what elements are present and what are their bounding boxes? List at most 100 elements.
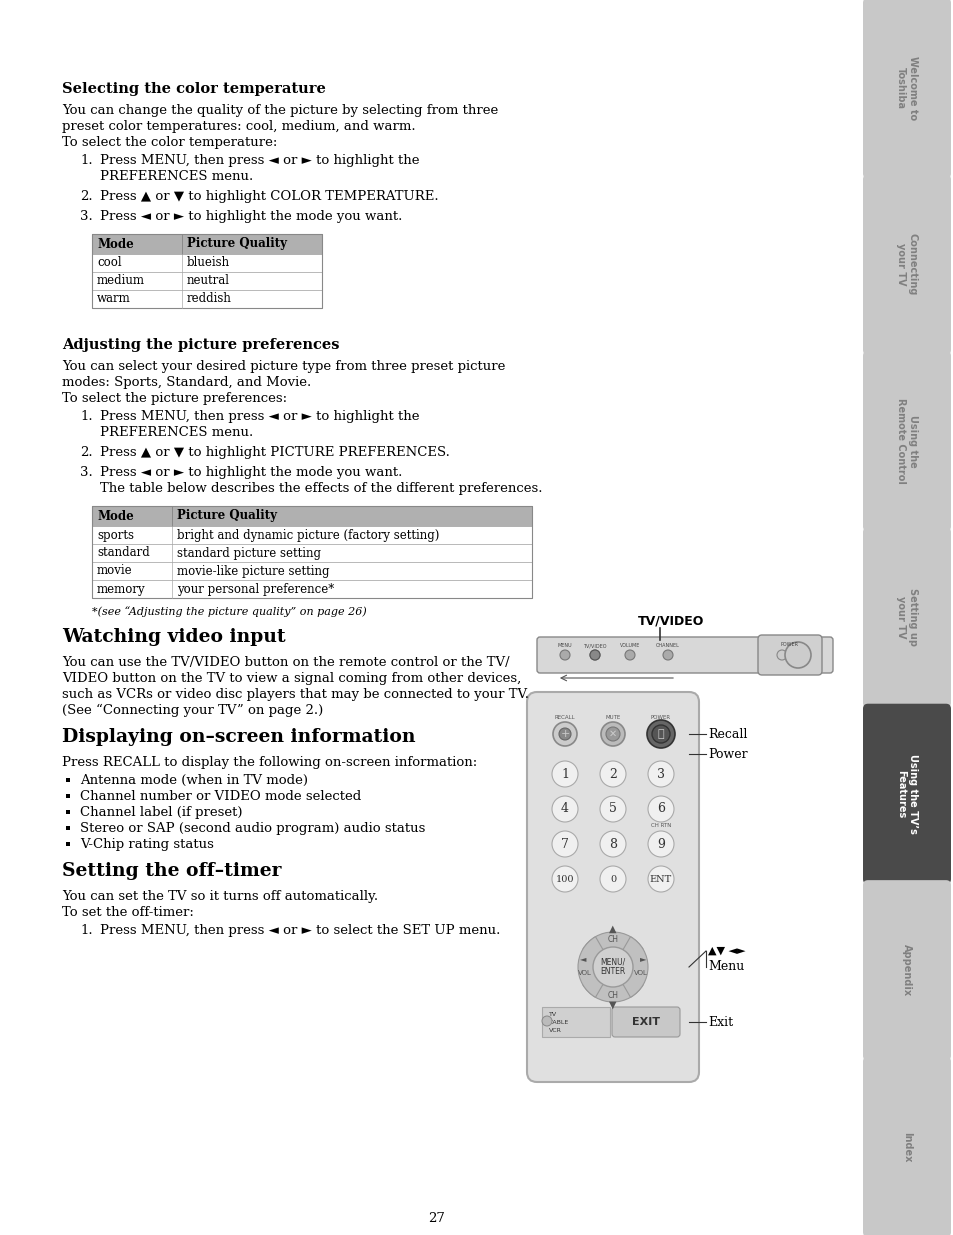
Text: EXIT: EXIT: [631, 1016, 659, 1028]
Text: Press MENU, then press ◄ or ► to highlight the: Press MENU, then press ◄ or ► to highlig…: [100, 410, 419, 424]
Text: bright and dynamic picture (factory setting): bright and dynamic picture (factory sett…: [177, 529, 439, 541]
Text: memory: memory: [97, 583, 146, 595]
Text: Press RECALL to display the following on-screen information:: Press RECALL to display the following on…: [62, 756, 476, 769]
Text: Appendix: Appendix: [901, 945, 911, 997]
Text: Recall: Recall: [707, 727, 746, 741]
Text: 1.: 1.: [80, 154, 92, 167]
Text: VOL: VOL: [634, 969, 647, 976]
Text: warm: warm: [97, 293, 131, 305]
Bar: [91, 562, 532, 580]
Text: POWER: POWER: [781, 642, 799, 647]
Circle shape: [600, 722, 624, 746]
Text: Setting the off–timer: Setting the off–timer: [62, 862, 281, 881]
Text: Picture Quality: Picture Quality: [187, 237, 287, 251]
Text: 27: 27: [428, 1212, 445, 1225]
Bar: [91, 290, 322, 308]
Text: ▲: ▲: [609, 924, 616, 934]
Text: 2.: 2.: [80, 190, 92, 203]
Circle shape: [599, 866, 625, 892]
Circle shape: [589, 650, 599, 659]
Circle shape: [599, 831, 625, 857]
Text: Channel number or VIDEO mode selected: Channel number or VIDEO mode selected: [80, 790, 361, 803]
Circle shape: [646, 720, 675, 748]
Text: Using the
Remote Control: Using the Remote Control: [895, 398, 917, 484]
Text: *(see “Adjusting the picture quality” on page 26): *(see “Adjusting the picture quality” on…: [91, 606, 366, 616]
Text: Mode: Mode: [97, 510, 133, 522]
Circle shape: [552, 797, 578, 823]
Text: TV: TV: [548, 1013, 557, 1018]
Text: Selecting the color temperature: Selecting the color temperature: [62, 82, 326, 96]
Text: Welcome to
Toshiba: Welcome to Toshiba: [895, 56, 917, 120]
Text: VIDEO button on the TV to view a signal coming from other devices,: VIDEO button on the TV to view a signal …: [62, 672, 520, 685]
FancyBboxPatch shape: [862, 0, 950, 178]
Text: Press ◄ or ► to highlight the mode you want.: Press ◄ or ► to highlight the mode you w…: [100, 466, 402, 479]
Text: 3.: 3.: [80, 210, 92, 224]
Text: CHANNEL: CHANNEL: [656, 643, 679, 648]
Circle shape: [558, 727, 571, 740]
Text: MENU/: MENU/: [599, 957, 625, 967]
Text: 3.: 3.: [80, 466, 92, 479]
Text: Using the TV’s
Features: Using the TV’s Features: [895, 755, 917, 834]
FancyBboxPatch shape: [862, 527, 950, 708]
Text: Press ▲ or ▼ to highlight PICTURE PREFERENCES.: Press ▲ or ▼ to highlight PICTURE PREFER…: [100, 446, 450, 459]
Text: Press ◄ or ► to highlight the mode you want.: Press ◄ or ► to highlight the mode you w…: [100, 210, 402, 224]
Text: ✕: ✕: [608, 729, 617, 739]
Text: Channel label (if preset): Channel label (if preset): [80, 806, 242, 819]
Text: ENTER: ENTER: [599, 967, 625, 977]
Text: V-Chip rating status: V-Chip rating status: [80, 839, 213, 851]
Text: Setting up
your TV: Setting up your TV: [895, 589, 917, 646]
Wedge shape: [578, 936, 613, 998]
Text: 9: 9: [657, 837, 664, 851]
Bar: [91, 272, 322, 290]
Circle shape: [647, 866, 673, 892]
Circle shape: [599, 797, 625, 823]
Text: preset color temperatures: cool, medium, and warm.: preset color temperatures: cool, medium,…: [62, 120, 416, 133]
Text: CH: CH: [607, 990, 618, 999]
Text: (See “Connecting your TV” on page 2.): (See “Connecting your TV” on page 2.): [62, 704, 323, 718]
Text: Stereo or SAP (second audio program) audio status: Stereo or SAP (second audio program) aud…: [80, 823, 425, 835]
Text: MUTE: MUTE: [605, 715, 620, 720]
Text: 6: 6: [657, 803, 664, 815]
Text: CH RTN: CH RTN: [650, 823, 671, 827]
FancyBboxPatch shape: [537, 637, 832, 673]
Text: Mode: Mode: [97, 237, 133, 251]
Text: 7: 7: [560, 837, 568, 851]
Circle shape: [647, 797, 673, 823]
Circle shape: [552, 761, 578, 787]
Text: cool: cool: [97, 257, 121, 269]
Text: +: +: [559, 729, 569, 739]
Circle shape: [589, 650, 599, 659]
Circle shape: [647, 761, 673, 787]
Bar: [91, 233, 322, 308]
Text: standard picture setting: standard picture setting: [177, 547, 320, 559]
Circle shape: [776, 650, 786, 659]
Text: reddish: reddish: [187, 293, 232, 305]
Text: VCR: VCR: [548, 1029, 561, 1034]
Text: To select the color temperature:: To select the color temperature:: [62, 136, 277, 149]
Bar: [91, 543, 532, 562]
Text: Exit: Exit: [707, 1015, 732, 1029]
FancyBboxPatch shape: [862, 881, 950, 1061]
Bar: [541, 1007, 609, 1037]
Text: You can set the TV so it turns off automatically.: You can set the TV so it turns off autom…: [62, 890, 377, 903]
Text: Picture Quality: Picture Quality: [177, 510, 276, 522]
Text: 1.: 1.: [80, 924, 92, 937]
FancyBboxPatch shape: [758, 635, 821, 676]
Text: Press ▲ or ▼ to highlight COLOR TEMPERATURE.: Press ▲ or ▼ to highlight COLOR TEMPERAT…: [100, 190, 438, 203]
Circle shape: [651, 725, 669, 743]
Text: You can change the quality of the picture by selecting from three: You can change the quality of the pictur…: [62, 104, 497, 117]
Text: Watching video input: Watching video input: [62, 629, 285, 646]
FancyBboxPatch shape: [862, 1057, 950, 1235]
Circle shape: [599, 761, 625, 787]
Wedge shape: [613, 936, 647, 998]
Text: neutral: neutral: [187, 274, 230, 288]
Circle shape: [553, 722, 577, 746]
Text: POWER: POWER: [650, 715, 670, 720]
Text: To set the off-timer:: To set the off-timer:: [62, 906, 193, 919]
Text: TV/VIDEO: TV/VIDEO: [582, 643, 606, 648]
Circle shape: [593, 947, 633, 987]
Circle shape: [605, 727, 619, 741]
Text: You can select your desired picture type from three preset picture: You can select your desired picture type…: [62, 359, 505, 373]
Text: CABLE: CABLE: [548, 1020, 569, 1025]
Text: 1.: 1.: [80, 410, 92, 424]
